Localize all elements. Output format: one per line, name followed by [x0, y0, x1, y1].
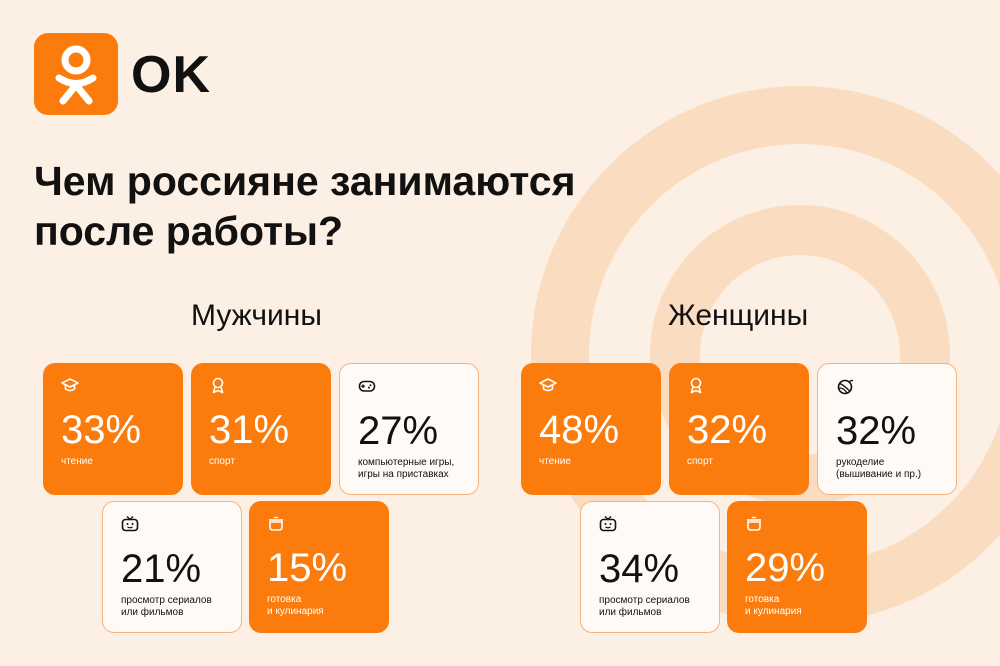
stat-card: 27% компьютерные игры, игры на приставка…: [339, 363, 479, 495]
cooking-pot-icon: [747, 516, 761, 531]
cooking-pot-icon: [269, 516, 283, 531]
stat-label: чтение: [539, 456, 571, 467]
stat-label: просмотр сериалов или фильмов: [599, 595, 690, 618]
stat-value: 31%: [209, 408, 290, 452]
stat-value: 32%: [836, 409, 917, 453]
stat-value: 32%: [687, 408, 768, 452]
yarn-ball-icon: [837, 379, 854, 395]
gamepad-icon: [358, 380, 376, 392]
stat-label: просмотр сериалов или фильмов: [121, 595, 212, 618]
stat-card: 33% чтение: [43, 363, 183, 495]
stat-value: 27%: [358, 409, 439, 453]
stat-value: 15%: [267, 546, 348, 590]
graduation-cap-icon: [61, 378, 79, 392]
stat-label: чтение: [61, 456, 93, 467]
stat-label: готовка и кулинария: [745, 594, 802, 617]
medal-icon: [212, 377, 224, 394]
stat-card: 34% просмотр сериалов или фильмов: [580, 501, 720, 633]
logo-wordmark: OK: [131, 46, 211, 104]
stat-value: 21%: [121, 547, 202, 591]
graduation-cap-icon: [539, 378, 557, 392]
ok-logo: [34, 33, 118, 115]
stat-card: 29% готовка и кулинария: [727, 501, 867, 633]
stat-label: компьютерные игры, игры на приставках: [358, 457, 455, 480]
stat-label: рукоделие (вышивание и пр.): [836, 457, 922, 480]
stat-card: 48% чтение: [521, 363, 661, 495]
ok-logo-icon: [55, 45, 97, 105]
tv-icon: [599, 516, 617, 532]
stat-card: 32% рукоделие (вышивание и пр.): [817, 363, 957, 495]
group-title-women: Женщины: [668, 299, 809, 332]
stat-label: готовка и кулинария: [267, 594, 324, 617]
stat-value: 34%: [599, 547, 680, 591]
tv-icon: [121, 516, 139, 532]
medal-icon: [690, 377, 702, 394]
stat-label: спорт: [687, 456, 713, 467]
stat-value: 29%: [745, 546, 826, 590]
stat-card: 32% спорт: [669, 363, 809, 495]
stat-card: 31% спорт: [191, 363, 331, 495]
stat-card: 21% просмотр сериалов или фильмов: [102, 501, 242, 633]
stat-value: 48%: [539, 408, 620, 452]
stat-value: 33%: [61, 408, 142, 452]
stat-card: 15% готовка и кулинария: [249, 501, 389, 633]
group-title-men: Мужчины: [191, 299, 322, 332]
page-title: Чем россияне занимаются после работы?: [34, 158, 576, 254]
stat-label: спорт: [209, 456, 235, 467]
